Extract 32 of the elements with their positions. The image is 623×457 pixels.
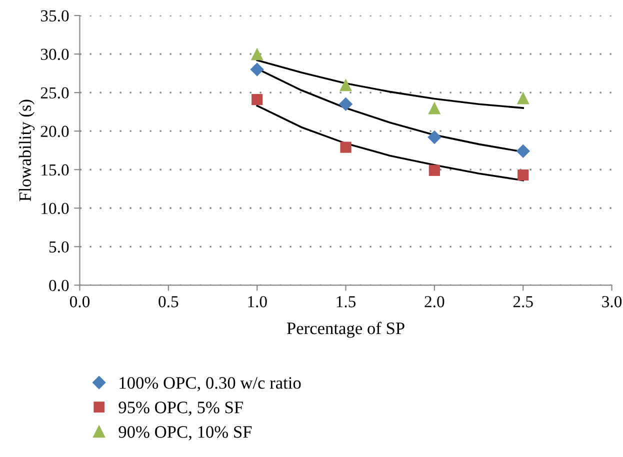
y-tick-label: 20.0 — [40, 126, 69, 138]
y-tick-label: 10.0 — [42, 202, 69, 214]
point — [428, 102, 441, 114]
x-axis-title: Percentage of SP — [286, 322, 404, 338]
x-tick-label: 2.5 — [513, 296, 533, 308]
y-tick-label: 0.0 — [49, 280, 69, 292]
y-tick-label: 30.0 — [40, 48, 69, 60]
x-tick-label: 1.0 — [248, 296, 267, 308]
y-tick-label: 35.0 — [40, 10, 69, 22]
legend-label: 90% OPC, 10% SF — [118, 426, 252, 440]
point — [428, 164, 440, 176]
point — [340, 142, 352, 153]
y-tick-label: 15.0 — [42, 164, 69, 176]
point — [516, 144, 530, 158]
y-tick-label: 25.0 — [40, 87, 69, 99]
legend-label: 95% OPC, 5% SF — [118, 402, 243, 416]
point — [250, 62, 264, 76]
x-tick-label: 1.5 — [336, 296, 356, 308]
x-tick-label: 3.0 — [602, 296, 622, 308]
point — [340, 78, 352, 92]
point — [252, 94, 263, 106]
x-tick-label: 0.5 — [158, 296, 178, 308]
x-tick-label: 2.0 — [424, 296, 444, 308]
point — [516, 92, 530, 104]
y-tick-label: 5.0 — [49, 241, 69, 253]
x-tick-label: 0.0 — [70, 296, 90, 308]
point — [518, 169, 529, 181]
point — [428, 130, 442, 144]
point — [250, 48, 264, 60]
y-axis-title: Flowability (s) — [18, 100, 35, 202]
point — [338, 97, 353, 112]
legend-label: 100% OPC, 0.30 w/c ratio — [120, 377, 301, 392]
